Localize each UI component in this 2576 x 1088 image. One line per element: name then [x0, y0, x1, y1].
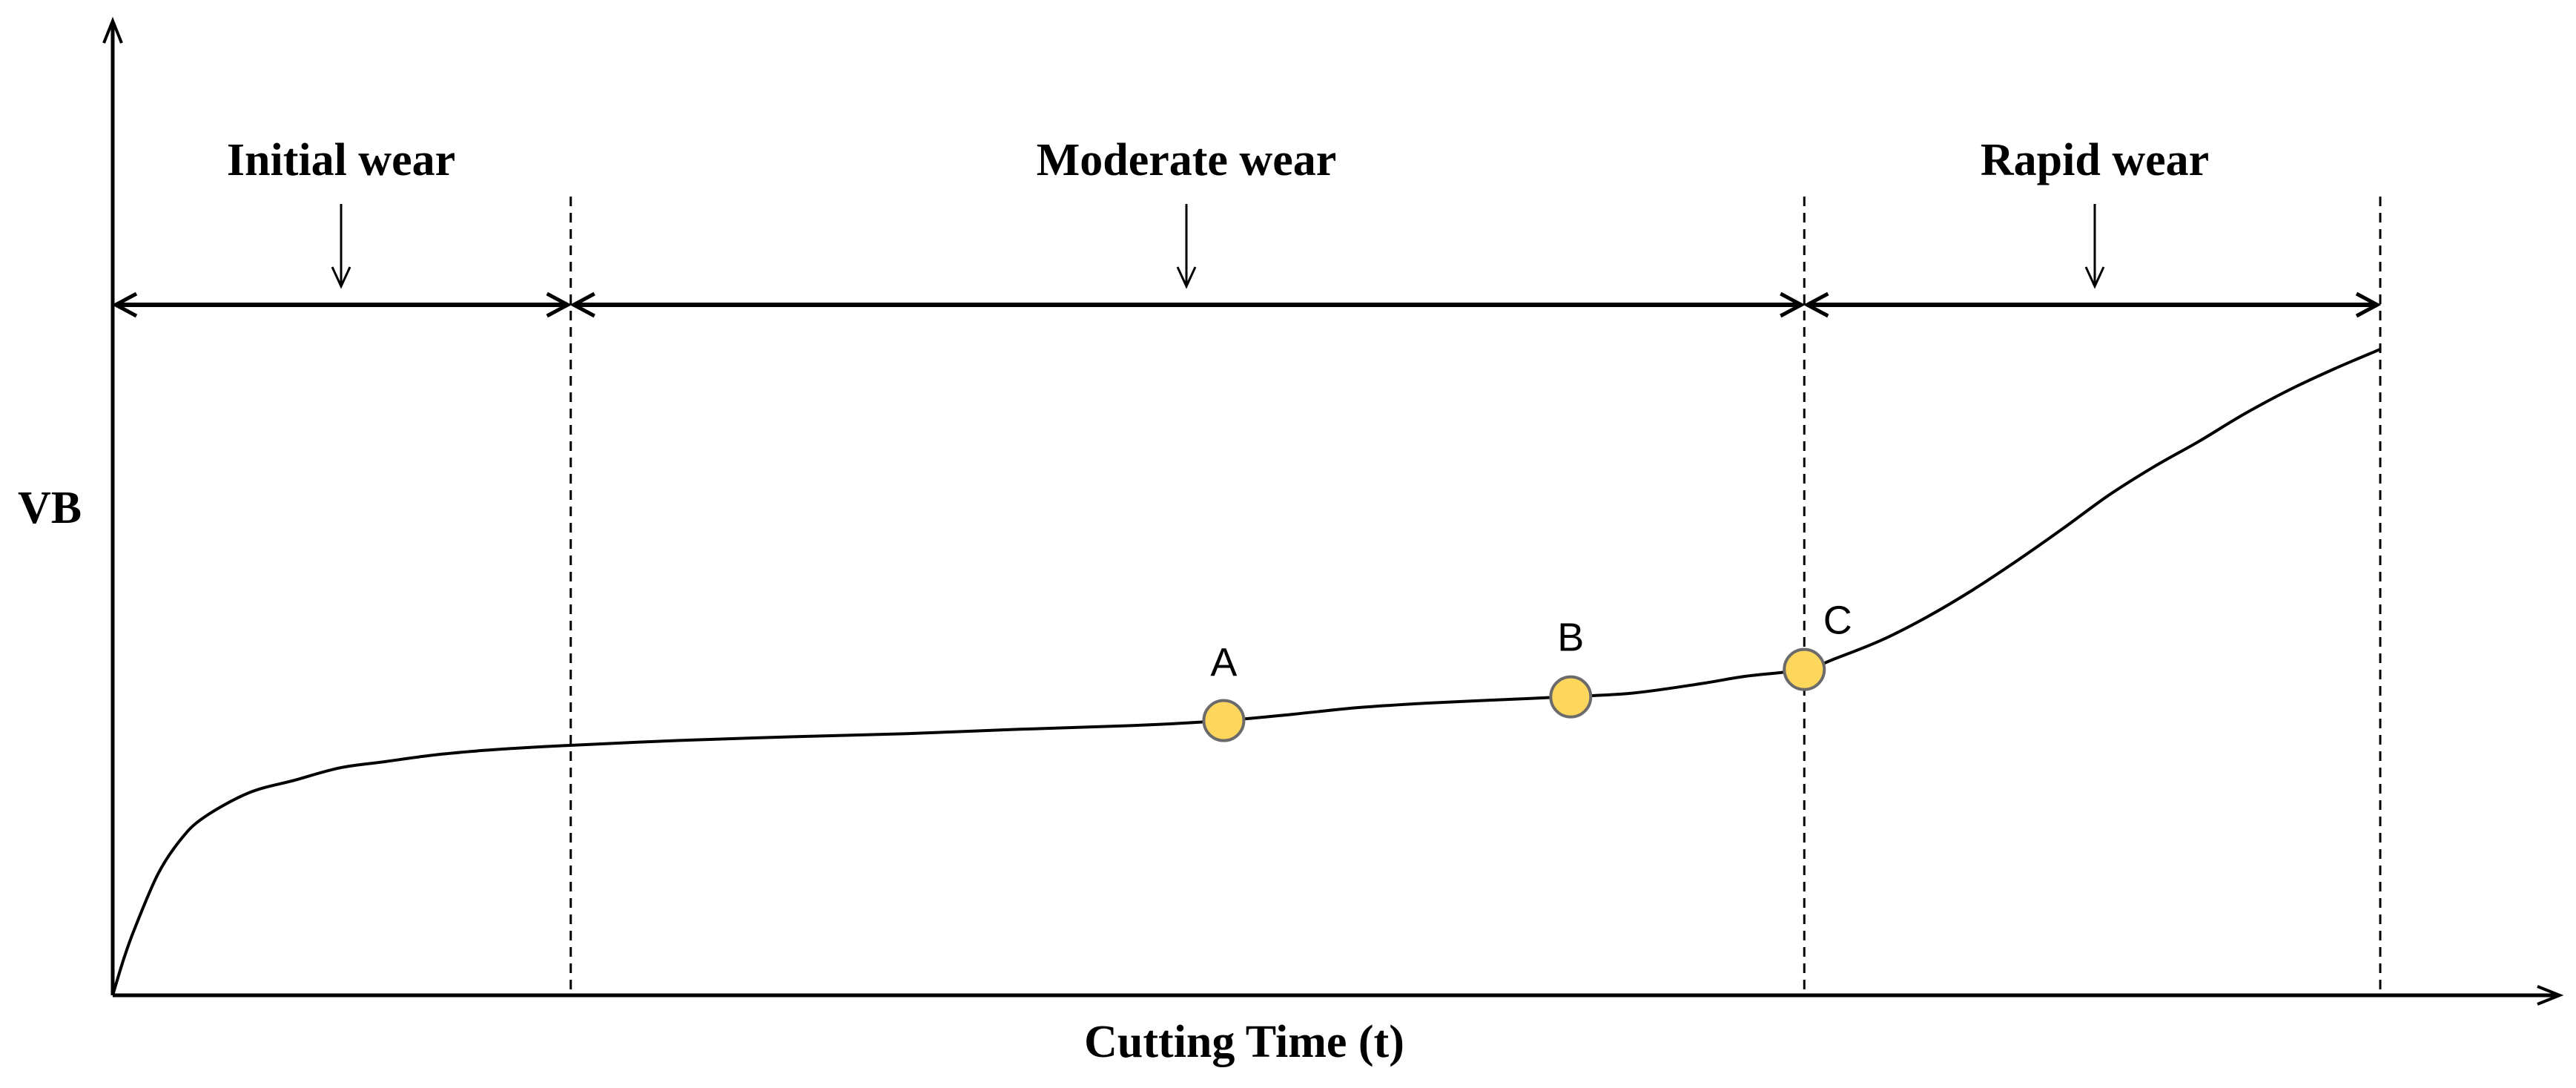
point-label-a: A: [1210, 641, 1237, 685]
span-arrow-left-icon: [1803, 291, 1829, 318]
region-boundaries: [569, 197, 2382, 995]
point-label-c: C: [1823, 599, 1852, 643]
span-arrow-left-icon: [111, 291, 138, 318]
down-arrow-icon: [1176, 266, 1197, 289]
region-label: Initial wear: [227, 135, 455, 185]
x-axis-arrow-icon: [2537, 985, 2564, 1006]
y-axis-label: VB: [18, 483, 82, 533]
span-arrow-right-icon: [2355, 291, 2382, 318]
down-arrow-icon: [2084, 266, 2105, 289]
region-label: Rapid wear: [1981, 135, 2209, 185]
point-marker-a: [1202, 699, 1246, 742]
span-arrow-right-icon: [546, 291, 572, 318]
series-line-tool-wear: [111, 348, 2381, 996]
region-spans: [111, 291, 2382, 318]
region-labels: Initial wear Moderate wear Rapid wear: [227, 135, 2209, 289]
point-marker-c: [1783, 647, 1826, 691]
span-arrow-left-icon: [569, 291, 595, 318]
x-axis-label: Cutting Time (t): [1084, 1017, 1404, 1067]
region-label: Moderate wear: [1037, 135, 1337, 185]
y-axis-arrow-icon: [102, 16, 123, 44]
down-arrow-icon: [331, 266, 351, 289]
highlighted-points: A B C: [1202, 599, 1852, 742]
point-marker-b: [1549, 675, 1593, 719]
span-arrow-right-icon: [1780, 291, 1806, 318]
point-label-b: B: [1557, 616, 1584, 660]
